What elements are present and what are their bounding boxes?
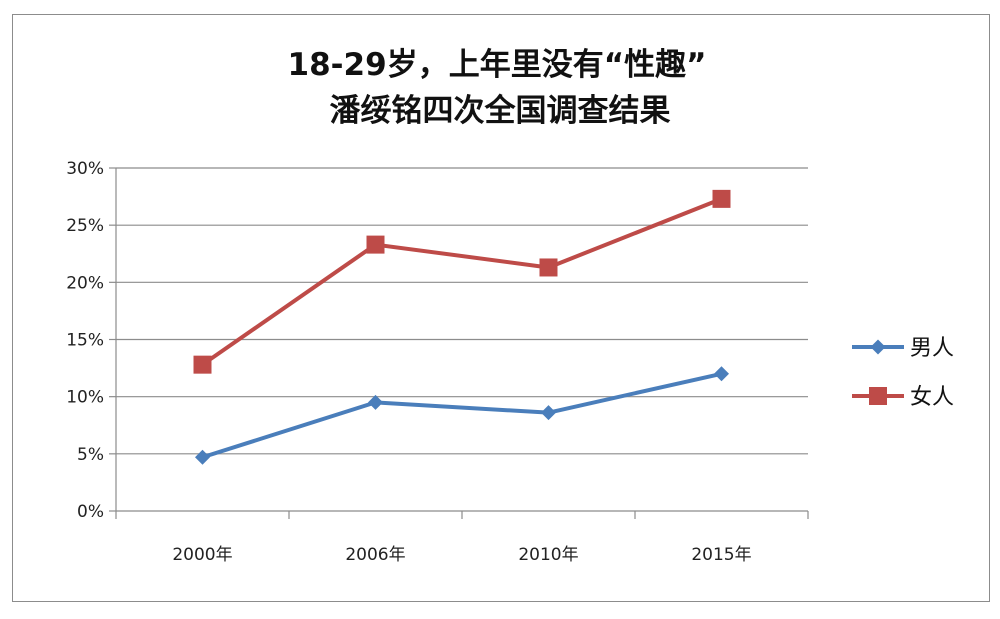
legend-item-2: 女人: [852, 385, 954, 410]
data-point: [541, 405, 556, 421]
x-tick-label: 2000年: [172, 545, 232, 565]
data-point: [366, 235, 385, 254]
series-line: [201, 371, 722, 460]
y-tick-label: 10%: [66, 388, 104, 408]
y-tick-label: 20%: [66, 273, 104, 293]
data-point: [193, 355, 212, 374]
y-tick-label: 0%: [77, 502, 104, 522]
y-tick-label: 30%: [66, 159, 104, 179]
legend-item-1: 男人: [852, 336, 954, 361]
axes: 0% 5% 10% 15% 20% 25% 30% 2000年 2006年 2010年 2015年: [66, 159, 809, 565]
y-tick-label: 5%: [77, 445, 104, 465]
series-line: [201, 197, 723, 367]
data-point: [714, 366, 729, 382]
legend-marker: [870, 339, 886, 355]
chart-frame: [12, 14, 990, 602]
chart-title-line-1: 18-29岁，上年里没有“性趣”: [288, 47, 707, 83]
series-layer: [193, 189, 731, 465]
x-tick-label: 2010年: [518, 545, 578, 565]
data-point: [539, 258, 558, 277]
series-1: [195, 366, 729, 465]
data-point: [368, 394, 383, 410]
gridlines: [116, 167, 808, 455]
chart-title-line-2: 潘绥铭四次全国调查结果: [330, 93, 671, 129]
data-point: [195, 449, 210, 465]
y-tick-label: 25%: [66, 216, 104, 236]
x-tick-label: 2006年: [345, 545, 405, 565]
series-2: [193, 189, 731, 374]
legend-marker: [869, 387, 887, 405]
legend-label: 男人: [910, 336, 954, 361]
x-tick-label: 2015年: [691, 545, 751, 565]
legend-label: 女人: [910, 385, 954, 410]
data-point: [712, 189, 731, 208]
y-tick-label: 15%: [66, 331, 104, 351]
